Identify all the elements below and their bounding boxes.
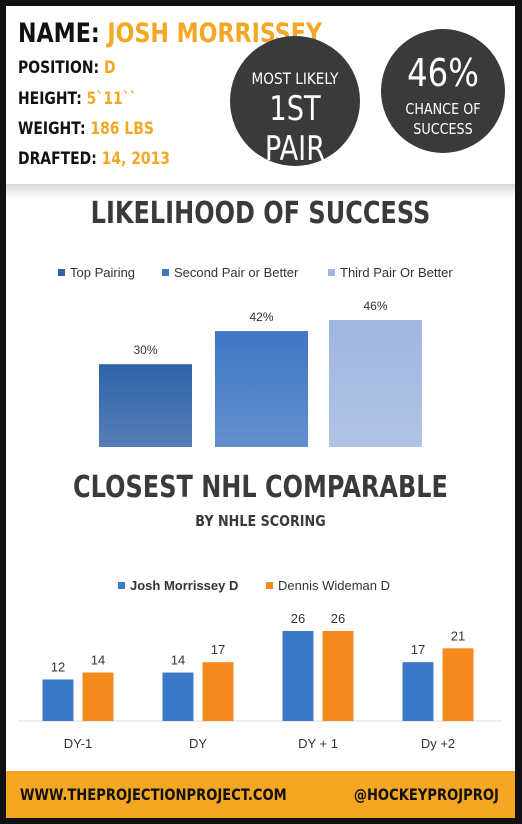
legend-label: Third Pair Or Better [340,265,453,280]
player-drafted: DRAFTED: 14, 2013 [18,149,171,169]
legend-label: Second Pair or Better [174,265,299,280]
likelihood-chart: Top Pairing Second Pair or Better Third Pa… [58,265,453,447]
legend-swatch [58,269,65,276]
data-label: 26 [291,611,305,626]
legend-label: Dennis Wideman D [278,578,390,593]
chance-badge: 46% CHANCE OF SUCCESS [381,29,505,153]
header-shadow [6,184,515,198]
bar [99,364,192,447]
comparable-subtitle: BY NHLE SCORING [195,512,326,530]
comparable-title: CLOSEST NHL COMPARABLE [73,470,448,505]
chance-value: 46% [407,51,479,95]
infographic-card: NAME: JOSH MORRISSEY POSITION: D HEIGHT:… [6,6,515,818]
data-label: 42% [249,310,273,324]
bar [42,679,74,721]
likelihood-title: LIKELIHOOD OF SUCCESS [90,196,431,231]
data-label: 26 [331,611,345,626]
website-link[interactable]: WWW.THEPROJECTIONPROJECT.COM [20,785,287,804]
data-label: 17 [411,642,425,657]
tick-label: DY [189,736,207,751]
data-label: 14 [91,653,105,668]
comparable-chart: Josh Morrissey D Dennis Wideman D 12 14 DY-1… [18,578,502,751]
data-label: 46% [363,299,387,313]
most-likely-badge: MOST LIKELY 1ST PAIR [230,36,360,169]
bar [402,662,434,721]
twitter-handle[interactable]: @HOCKEYPROJPROJ [353,785,499,804]
chance-label: CHANCE OF SUCCESS [405,100,481,138]
data-label: 17 [211,642,225,657]
bar [215,331,308,447]
legend-label: Top Pairing [70,265,135,280]
player-position: POSITION: D [18,58,116,78]
data-label: 12 [51,659,65,674]
bar [82,672,114,721]
tick-label: Dy +2 [421,736,455,751]
bar [442,648,474,721]
legend-swatch [162,269,169,276]
tick-label: DY-1 [64,736,92,751]
player-header: NAME: JOSH MORRISSEY POSITION: D HEIGHT:… [6,6,515,188]
data-label: 30% [133,343,157,357]
legend-swatch [118,582,125,589]
bar [282,631,314,721]
legend-swatch [328,269,335,276]
most-likely-label: MOST LIKELY [251,69,339,88]
data-label: 21 [451,628,465,643]
bar [162,672,194,721]
footer: WWW.THEPROJECTIONPROJECT.COM @HOCKEYPROJ… [6,771,515,818]
player-weight: WEIGHT: 186 LBS [18,119,154,139]
bar [202,662,234,721]
data-label: 14 [171,653,185,668]
legend-swatch [266,582,273,589]
tick-label: DY + 1 [298,736,338,751]
bar [322,631,354,721]
bar [329,320,422,447]
most-likely-value: 1ST PAIR [264,89,326,169]
player-height: HEIGHT: 5`11`` [18,89,137,109]
legend-label: Josh Morrissey D [130,578,238,593]
